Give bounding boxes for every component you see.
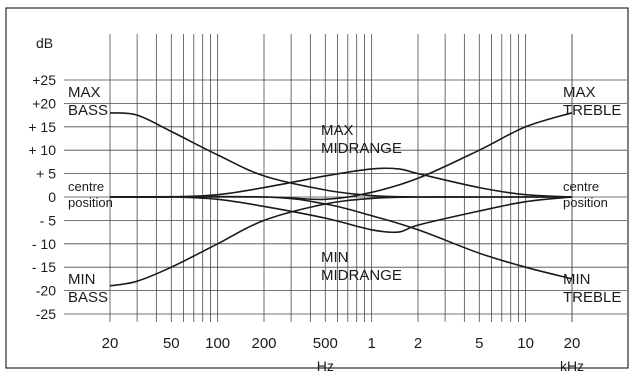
x-tick-label: 50 bbox=[163, 335, 180, 352]
y-tick-label: 0 bbox=[48, 189, 56, 205]
x-unit-label: Hz bbox=[317, 358, 334, 374]
y-tick-label: + 5 bbox=[36, 166, 56, 182]
chart-frame bbox=[5, 7, 629, 369]
min-bass-curve bbox=[109, 196, 572, 287]
y-tick-label: +25 bbox=[32, 72, 56, 88]
x-tick-label: 2 bbox=[414, 335, 422, 352]
y-tick-label: - 5 bbox=[40, 212, 57, 228]
max-bass-label-line: BASS bbox=[68, 102, 108, 119]
curve-annotations: MAXBASSMINBASSMAXTREBLEMINTREBLEMAXMIDRA… bbox=[68, 84, 621, 306]
centre-left-label-line: position bbox=[68, 195, 113, 210]
min-treble-label-line: MIN bbox=[563, 271, 591, 288]
max-midrange-label-line: MAX bbox=[321, 122, 354, 139]
x-tick-label: 500 bbox=[313, 335, 338, 352]
y-tick-label: - 10 bbox=[32, 236, 56, 252]
y-tick-label: +20 bbox=[32, 95, 56, 111]
max-bass-label-line: MAX bbox=[68, 84, 101, 101]
max-treble-label-line: TREBLE bbox=[563, 102, 621, 119]
y-tick-label: - 15 bbox=[32, 259, 56, 275]
x-tick-label: 1 bbox=[367, 335, 375, 352]
grid bbox=[5, 7, 629, 369]
x-tick-label: 20 bbox=[564, 335, 581, 352]
min-midrange-label-line: MIN bbox=[321, 249, 349, 266]
x-tick-label: 200 bbox=[251, 335, 276, 352]
x-unit-label: kHz bbox=[560, 358, 584, 374]
min-midrange-label-line: MIDRANGE bbox=[321, 267, 402, 284]
response-curves bbox=[109, 112, 573, 287]
x-tick-label: 10 bbox=[517, 335, 534, 352]
x-tick-label: 20 bbox=[102, 335, 119, 352]
centre-right-label-line: centre bbox=[563, 179, 599, 194]
axis-labels: dB +25 +20 + 15 + 10 + 5 0 - 5 - 10 - 15 -20 -25 20 5… bbox=[28, 35, 584, 374]
max-midrange-curve bbox=[109, 167, 573, 198]
min-treble-label-line: TREBLE bbox=[563, 289, 621, 306]
min-treble-curve bbox=[109, 195, 573, 280]
y-tick-label: + 15 bbox=[28, 119, 56, 135]
y-tick-label: -25 bbox=[36, 306, 56, 322]
max-treble-label-line: MAX bbox=[563, 84, 596, 101]
min-bass-label-line: BASS bbox=[68, 289, 108, 306]
y-axis-unit-label: dB bbox=[36, 35, 53, 51]
min-midrange-curve bbox=[109, 196, 573, 234]
x-tick-label: 5 bbox=[475, 335, 483, 352]
y-tick-label: + 10 bbox=[28, 142, 56, 158]
y-tick-label: -20 bbox=[36, 283, 56, 299]
centre-left-label-line: centre bbox=[68, 179, 104, 194]
x-tick-label: 100 bbox=[205, 335, 230, 352]
min-bass-label-line: MIN bbox=[68, 271, 96, 288]
centre-right-label-line: position bbox=[563, 195, 608, 210]
max-midrange-label-line: MIDRANGE bbox=[321, 140, 402, 157]
